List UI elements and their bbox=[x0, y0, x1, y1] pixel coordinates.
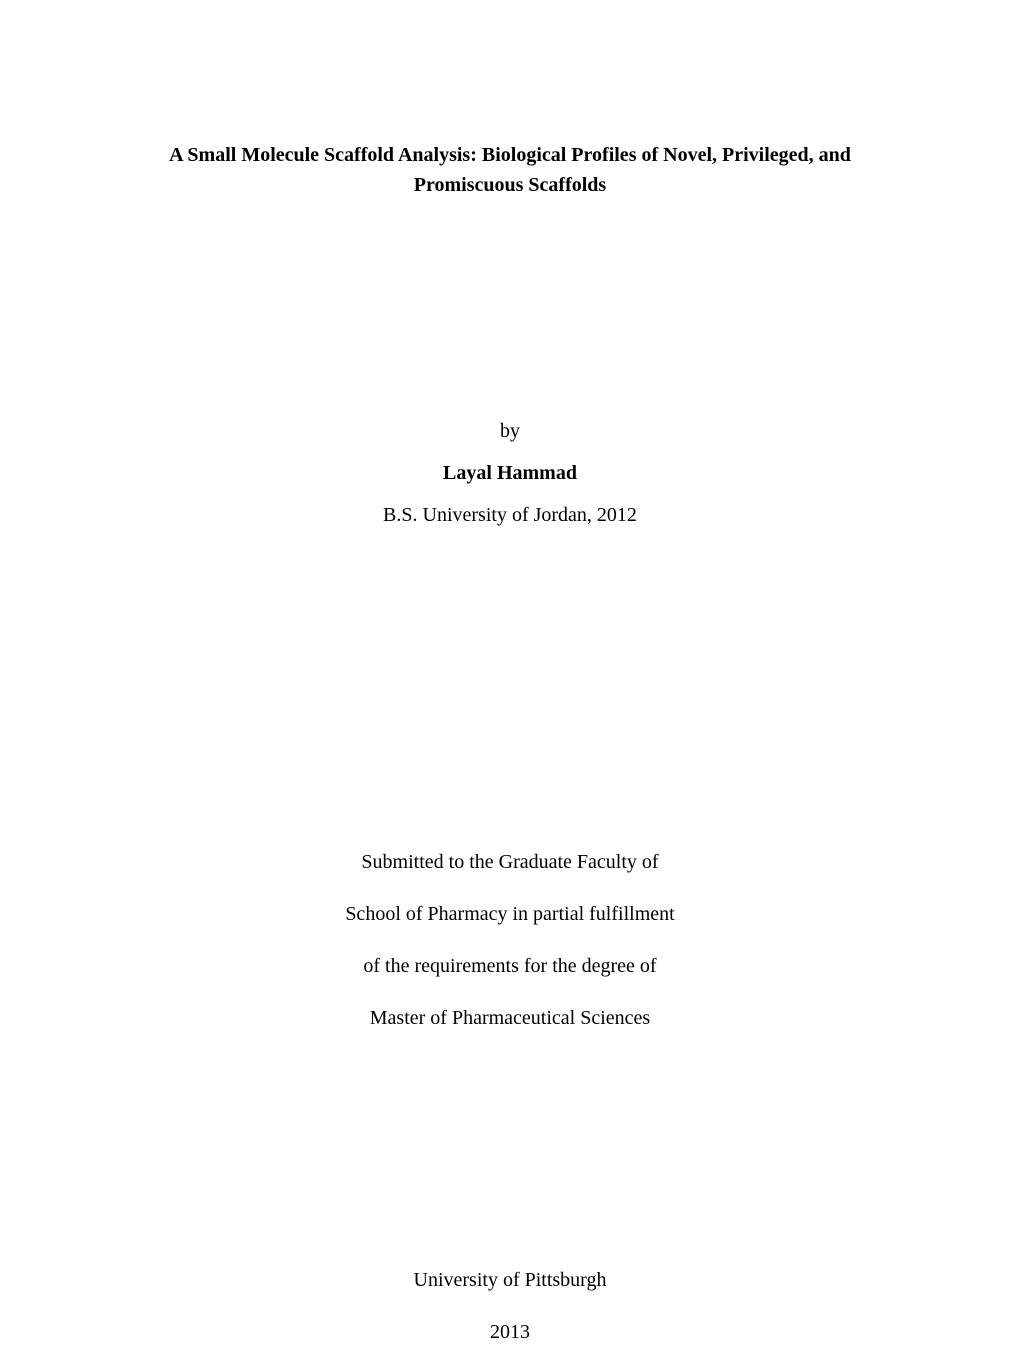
submission-line-4: Master of Pharmaceutical Sciences bbox=[150, 992, 870, 1044]
thesis-title: A Small Molecule Scaffold Analysis: Biol… bbox=[150, 140, 870, 200]
author-section: by Layal Hammad B.S. University of Jorda… bbox=[150, 410, 870, 536]
submission-line-2: School of Pharmacy in partial fulfillmen… bbox=[150, 888, 870, 940]
submission-line-1: Submitted to the Graduate Faculty of bbox=[150, 836, 870, 888]
author-degree: B.S. University of Jordan, 2012 bbox=[150, 494, 870, 536]
by-label: by bbox=[150, 410, 870, 452]
title-line-2: Promiscuous Scaffolds bbox=[150, 170, 870, 200]
year: 2013 bbox=[150, 1306, 870, 1358]
submission-line-3: of the requirements for the degree of bbox=[150, 940, 870, 992]
submission-section: Submitted to the Graduate Faculty of Sch… bbox=[150, 836, 870, 1044]
author-name: Layal Hammad bbox=[150, 452, 870, 494]
institution: University of Pittsburgh bbox=[150, 1254, 870, 1306]
footer-section: University of Pittsburgh 2013 bbox=[150, 1254, 870, 1358]
title-line-1: A Small Molecule Scaffold Analysis: Biol… bbox=[150, 140, 870, 170]
